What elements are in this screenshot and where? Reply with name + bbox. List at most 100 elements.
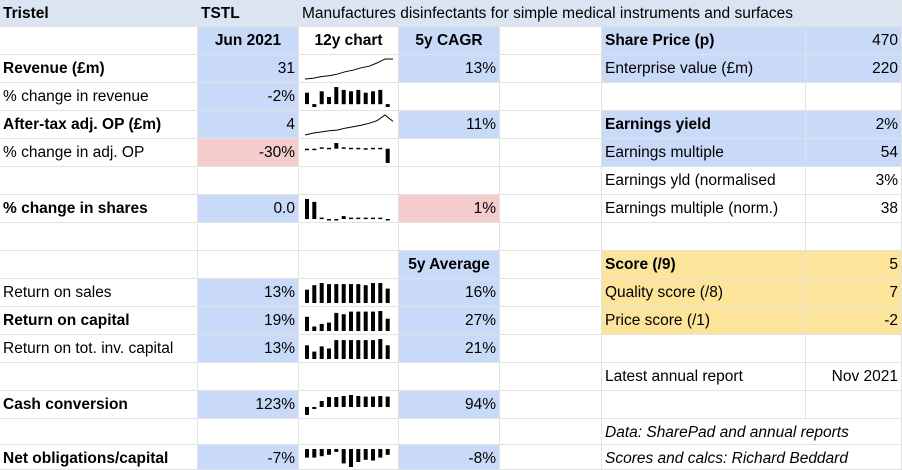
roc-sparkline-bar — [349, 311, 353, 331]
blank-cell — [399, 419, 500, 445]
shares-sparkline-bar — [327, 219, 331, 221]
op-label: After-tax adj. OP (£m) — [0, 111, 198, 139]
rotic-value: 13% — [198, 335, 299, 363]
revenue-sparkline-line — [304, 58, 393, 80]
cash-average: 94% — [399, 391, 500, 419]
roc-sparkline-bar — [341, 314, 346, 331]
cagr-header: 5y CAGR — [399, 27, 500, 55]
shares-sparkline — [299, 195, 399, 223]
blank-cell — [602, 335, 806, 363]
rotic-sparkline — [299, 335, 399, 363]
revenue_change-sparkline-bar — [341, 89, 346, 105]
revenue-value: 31 — [198, 55, 299, 83]
roc-sparkline-bar — [356, 311, 361, 331]
average-header: 5y Average — [399, 251, 500, 279]
revenue_change-sparkline-bar — [305, 92, 309, 105]
op_change-sparkline-bar — [356, 147, 361, 150]
op_change-sparkline-bar — [327, 147, 331, 150]
blank-cell — [198, 223, 299, 251]
shares-sparkline-bar — [334, 219, 339, 221]
roc-average: 27% — [399, 307, 500, 335]
blank-cell — [500, 55, 602, 83]
ros-sparkline-bar — [385, 288, 390, 303]
roc-sparkline-bar — [319, 323, 324, 331]
shares-sparkline-bar — [349, 217, 353, 220]
rotic-sparkline-bar — [305, 345, 309, 359]
revenue_change-sparkline-bar — [385, 104, 390, 107]
shares-change-cagr: 1% — [399, 195, 500, 223]
price-score-label: Price score (/1) — [602, 307, 806, 335]
op_change-sparkline-bar — [312, 148, 317, 151]
blank-cell — [500, 363, 602, 391]
netob-sparkline-bar — [363, 449, 368, 460]
blank-cell — [299, 167, 399, 195]
blank-cell — [399, 139, 500, 167]
blank-cell — [602, 223, 806, 251]
blank-cell — [806, 223, 902, 251]
blank-cell — [0, 419, 198, 445]
score-value: 5 — [806, 251, 902, 279]
blank-cell — [500, 445, 602, 470]
rotic-sparkline-bar — [312, 351, 317, 359]
emn-label: Earnings multiple (norm.) — [602, 195, 806, 223]
shares-change-label: % change in shares — [0, 195, 198, 223]
blank-cell — [500, 139, 602, 167]
blank-cell — [806, 335, 902, 363]
roc-sparkline-bar — [371, 311, 375, 331]
ros-sparkline-bar — [312, 285, 317, 303]
netob-sparkline-bar — [327, 449, 331, 455]
ev-label: Enterprise value (£m) — [602, 55, 806, 83]
ros-sparkline-bar — [334, 284, 339, 303]
source-note: Data: SharePad and annual reports — [602, 419, 902, 445]
rotic-sparkline-bar — [371, 340, 375, 359]
rotic-sparkline-bar — [363, 340, 368, 359]
blank-cell — [198, 363, 299, 391]
revenue_change-sparkline-bar — [371, 91, 375, 105]
blank-cell — [0, 251, 198, 279]
op_change-sparkline-bar — [363, 148, 368, 150]
blank-cell — [399, 223, 500, 251]
netob-sparkline-bar — [356, 449, 361, 462]
ros-sparkline — [299, 279, 399, 307]
netob-sparkline-bar — [341, 449, 346, 464]
company-name: Tristel — [0, 0, 198, 27]
ros-sparkline-bar — [378, 283, 383, 303]
op_change-sparkline-bar — [378, 147, 383, 150]
op_change-sparkline-bar — [341, 147, 346, 149]
em-value: 54 — [806, 139, 902, 167]
netob-sparkline-bar — [371, 449, 375, 461]
ros-sparkline-bar — [356, 284, 361, 303]
revenue-sparkline — [299, 55, 399, 83]
cash-sparkline-bar — [334, 397, 339, 407]
emn-value: 38 — [806, 195, 902, 223]
blank-cell — [198, 419, 299, 445]
shares-sparkline-bar — [356, 217, 361, 220]
op_change-sparkline-bar — [349, 147, 353, 150]
netob-value: -7% — [198, 445, 299, 470]
em-label: Earnings multiple — [602, 139, 806, 167]
blank-cell — [500, 27, 602, 55]
blank-cell — [500, 223, 602, 251]
op-sparkline — [299, 111, 399, 139]
op-sparkline-line — [304, 114, 394, 136]
blank-cell — [500, 111, 602, 139]
blank-cell — [500, 167, 602, 195]
cash-sparkline-bar — [341, 396, 346, 407]
score-label: Score (/9) — [602, 251, 806, 279]
roc-label: Return on capital — [0, 307, 198, 335]
ros-sparkline-bar — [363, 285, 368, 303]
blank-cell — [399, 167, 500, 195]
ros-sparkline-bar — [327, 284, 331, 303]
netob-average: -8% — [399, 445, 500, 470]
cash-sparkline-bar — [312, 407, 317, 409]
blank-cell — [806, 83, 902, 111]
shares-change-value: 0.0 — [198, 195, 299, 223]
op_change-sparkline-bar — [305, 148, 309, 151]
blank-cell — [299, 419, 399, 445]
calcs-note: Scores and calcs: Richard Beddard — [602, 445, 902, 470]
blank-cell — [399, 83, 500, 111]
op_change-sparkline-bar — [334, 143, 339, 149]
company-description: Manufactures disinfectants for simple me… — [299, 0, 902, 27]
eyn-label: Earnings yld (normalised — [602, 167, 806, 195]
